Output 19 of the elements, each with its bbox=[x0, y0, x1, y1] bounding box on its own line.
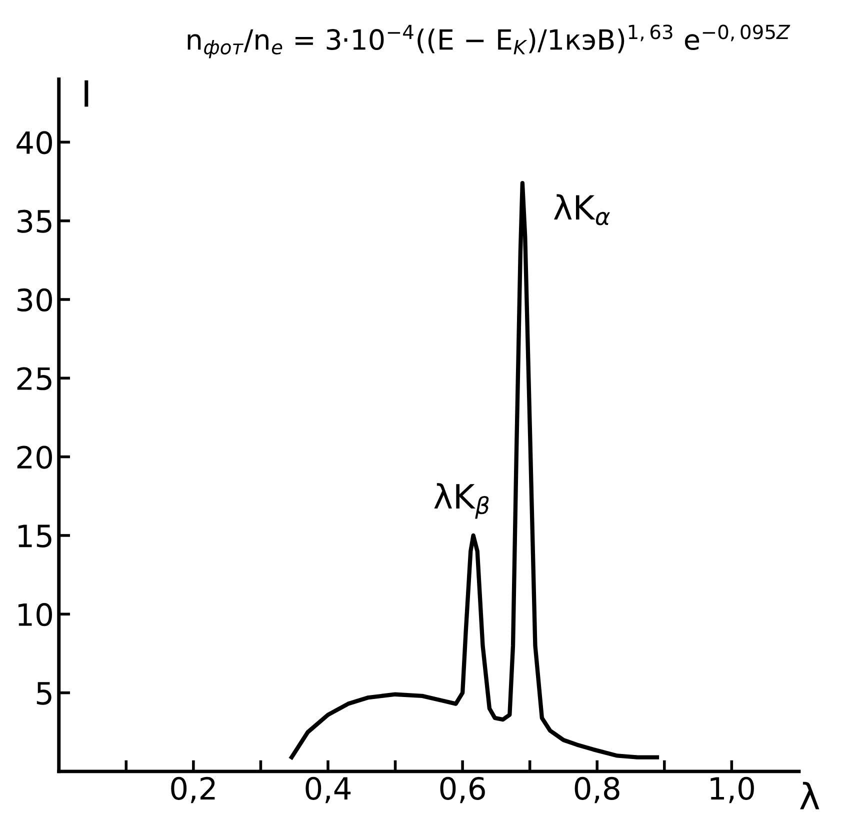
annotation: λK$_{β}$ bbox=[434, 483, 489, 519]
x-tick-label: 0,8 bbox=[574, 776, 620, 804]
y-tick-label: 5 bbox=[36, 682, 52, 705]
y-tick-label: 35 bbox=[17, 210, 52, 233]
y-tick-label: 30 bbox=[17, 288, 52, 312]
y-axis-title: I bbox=[84, 80, 88, 107]
x-tick-label: 0,6 bbox=[440, 776, 485, 804]
annotation: λK$_{α}$ bbox=[554, 194, 610, 226]
y-tick-label: 20 bbox=[17, 446, 52, 469]
chart-title: n$_{фот}$/n$_{e}$ = 3·10$^{−4}$((E − E$_{K}$)/1кэВ)$^{1,63}$ e$^{−0,095Z}$ bbox=[188, 24, 790, 58]
y-tick-label: 15 bbox=[18, 524, 52, 548]
x-tick-label: 0,2 bbox=[171, 776, 215, 804]
line-series bbox=[290, 180, 660, 760]
y-tick-label: 25 bbox=[17, 367, 52, 390]
x-tick-label: 1,0 bbox=[710, 776, 754, 804]
y-tick-label: 10 bbox=[18, 603, 52, 626]
x-axis-title: λ bbox=[800, 782, 820, 810]
x-tick-label: 0,4 bbox=[306, 776, 351, 804]
y-tick-label: 40 bbox=[16, 131, 52, 154]
